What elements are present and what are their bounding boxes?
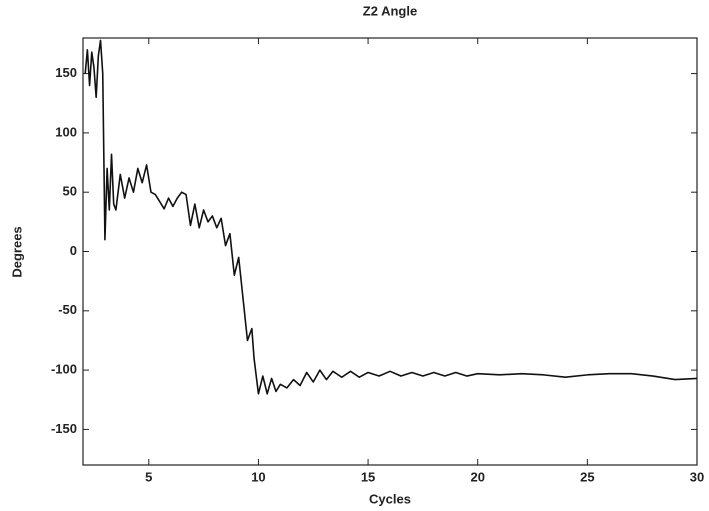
y-tick-label: -100 — [51, 362, 77, 377]
data-line — [84, 39, 698, 395]
y-tick-label: -50 — [58, 302, 77, 317]
chart-title: Z2 Angle — [363, 3, 417, 18]
x-axis-label: Cycles — [369, 491, 411, 506]
y-axis-label: Degrees — [9, 226, 24, 277]
x-tick-label: 10 — [251, 469, 265, 484]
y-tick-label: 150 — [55, 65, 77, 80]
y-tick-label: 50 — [63, 184, 77, 199]
y-tick-label: 0 — [70, 243, 77, 258]
y-tick-label: 100 — [55, 124, 77, 139]
plot-frame — [82, 37, 698, 466]
x-tick-label: 15 — [361, 469, 375, 484]
x-tick-label: 20 — [470, 469, 484, 484]
x-tick-label: 30 — [690, 469, 704, 484]
y-tick-label: -150 — [51, 421, 77, 436]
x-tick-label: 25 — [580, 469, 594, 484]
x-tick-label: 5 — [145, 469, 152, 484]
